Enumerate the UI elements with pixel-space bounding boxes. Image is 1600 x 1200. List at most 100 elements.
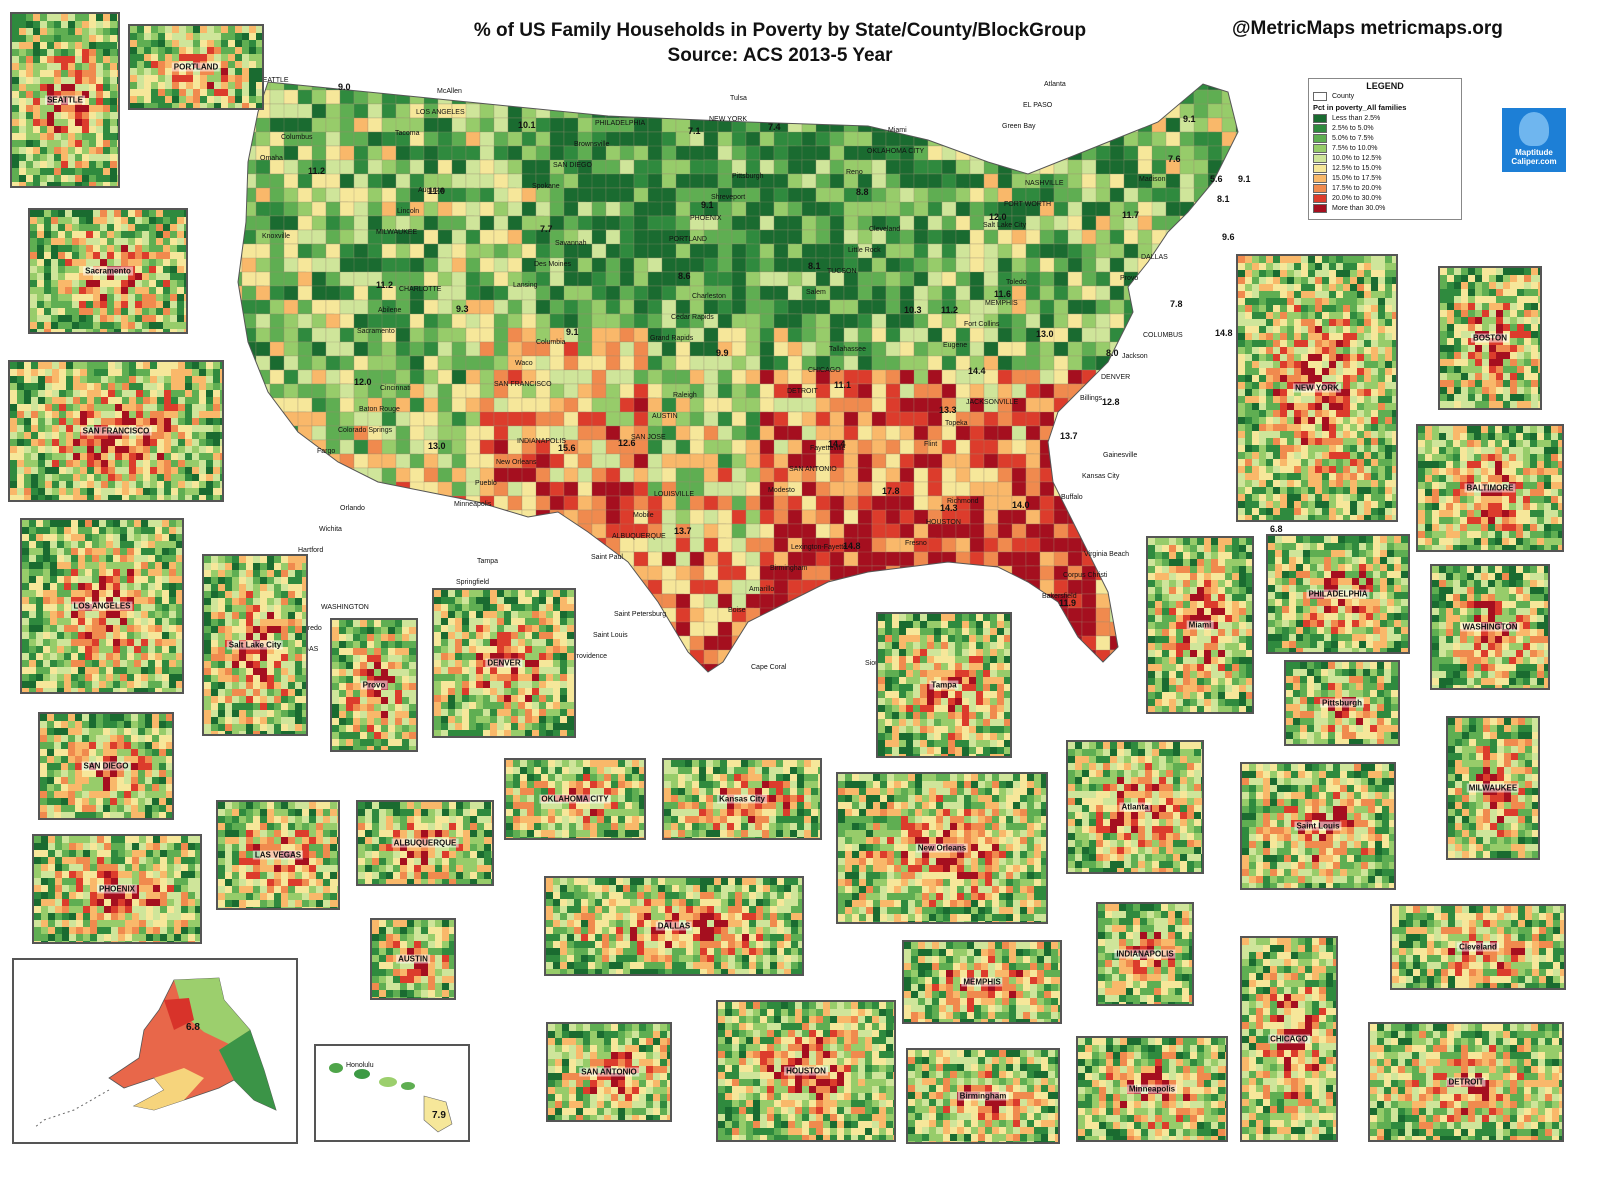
city-label: TUCSON (827, 268, 857, 275)
city-label: DETROIT (787, 388, 818, 395)
metro-inset: Provo (330, 618, 418, 752)
inset-label: LOS ANGELES (71, 601, 133, 611)
state-poverty-value: 14.8 (843, 541, 861, 551)
state-poverty-value: 12.0 (354, 377, 372, 387)
state-poverty-value: 11.7 (1122, 210, 1139, 220)
inset-blockgroups (1440, 268, 1540, 408)
city-label: Reno (846, 169, 863, 176)
legend-swatch (1313, 163, 1327, 173)
city-label: Birmingham (770, 565, 808, 572)
state-poverty-value: 9.3 (456, 304, 469, 314)
city-label: Billings (1080, 395, 1103, 402)
city-label: Atlanta (1044, 81, 1066, 88)
state-poverty-value: 13.0 (1036, 329, 1054, 339)
legend-class-label: 15.0% to 17.5% (1332, 174, 1382, 182)
city-label: Omaha (260, 155, 283, 162)
state-poverty-value: 14.0 (1012, 500, 1030, 510)
city-label: Cincinnati (380, 385, 411, 392)
city-label: Sacramento (357, 328, 395, 335)
inset-blockgroups (332, 620, 416, 750)
inset-label: Tampa (929, 680, 959, 690)
metro-inset: MILWAUKEE (1446, 716, 1540, 860)
state-poverty-value: 7.8 (1170, 299, 1183, 309)
state-poverty-value: 10.3 (904, 305, 922, 315)
city-label: OKLAHOMA CITY (867, 148, 925, 155)
logo-line-2: Caliper.com (1511, 157, 1557, 166)
city-label: New Orleans (496, 459, 537, 466)
legend-class-row: 10.0% to 12.5% (1309, 153, 1461, 163)
legend-swatch (1313, 153, 1327, 163)
city-label: Amarillo (749, 586, 774, 593)
city-label: Saint Petersburg (614, 611, 666, 618)
city-label: PHOENIX (690, 215, 722, 222)
city-label: Shreveport (711, 194, 745, 201)
legend-swatch (1313, 143, 1327, 153)
inset-blockgroups (1392, 906, 1564, 988)
city-label: Lexington-Fayette (791, 544, 847, 551)
metro-inset: Cleveland (1390, 904, 1566, 990)
city-label: Savannah (555, 240, 587, 247)
inset-label: Pittsburgh (1320, 698, 1364, 708)
inset-blockgroups (1286, 662, 1398, 744)
inset-blockgroups (838, 774, 1046, 922)
inset-label: LAS VEGAS (252, 850, 304, 860)
city-label: Knoxville (262, 233, 290, 240)
map-title: % of US Family Households in Poverty by … (400, 18, 1160, 68)
city-label: LOS ANGELES (416, 109, 465, 116)
city-label: Bakersfield (1042, 593, 1077, 600)
state-poverty-value: 11.2 (941, 305, 958, 315)
city-label: Augusta (418, 187, 444, 194)
city-label: Abilene (378, 307, 401, 314)
city-label: Corpus Christi (1063, 572, 1108, 579)
legend-class-label: More than 30.0% (1332, 204, 1386, 212)
inset-label: Atlanta (1119, 802, 1151, 812)
hawaii-value: 7.9 (432, 1110, 446, 1121)
city-label: ALBUQUERQUE (612, 533, 666, 540)
legend-swatch (1313, 173, 1327, 183)
metro-inset: SAN DIEGO (38, 712, 174, 820)
inset-label: AUSTIN (396, 954, 430, 964)
city-label: Waco (515, 360, 533, 367)
city-label: Pueblo (475, 480, 497, 487)
legend-title: LEGEND (1366, 81, 1404, 91)
state-poverty-value: 14.4 (828, 439, 846, 449)
inset-label: Provo (360, 680, 388, 690)
city-label: Tulsa (730, 95, 747, 102)
hawaii-city: Honolulu (346, 1062, 374, 1069)
city-label: Saint Louis (593, 632, 628, 639)
alaska-value: 6.8 (186, 1022, 200, 1033)
city-label: McAllen (437, 88, 462, 95)
inset-blockgroups (908, 1050, 1058, 1142)
city-label: Fargo (317, 448, 335, 455)
city-label: Raleigh (673, 392, 697, 399)
city-label: Madison (1139, 176, 1166, 183)
legend-classes: Less than 2.5% 2.5% to 5.0% 5.0% to 7.5% 7.… (1309, 113, 1461, 213)
inset-label: Saint Louis (1294, 821, 1342, 831)
inset-label: HOUSTON (784, 1066, 828, 1076)
metro-inset: PHILADELPHIA (1266, 534, 1410, 654)
metro-inset: Saint Louis (1240, 762, 1396, 890)
metro-inset: CHICAGO (1240, 936, 1338, 1142)
state-poverty-value: 14.8 (1215, 328, 1233, 338)
inset-label: BOSTON (1470, 333, 1510, 343)
inset-blockgroups (30, 210, 186, 332)
legend-class-row: 20.0% to 30.0% (1309, 193, 1461, 203)
state-poverty-value: 8.8 (856, 187, 869, 197)
city-label: Miami (888, 127, 907, 134)
state-poverty-value: 9.1 (701, 200, 714, 210)
legend-class-row: 5.0% to 7.5% (1309, 133, 1461, 143)
city-label: Cape Coral (751, 664, 787, 671)
logo-head-icon (1519, 112, 1549, 146)
legend-swatch (1313, 203, 1327, 213)
metro-inset: Minneapolis (1076, 1036, 1228, 1142)
city-label: DALLAS (1141, 254, 1168, 261)
legend-class-row: 15.0% to 17.5% (1309, 173, 1461, 183)
inset-label: SEATTLE (45, 95, 85, 105)
metro-inset: Miami (1146, 536, 1254, 714)
inset-label: DENVER (485, 658, 523, 668)
state-poverty-value: 14.3 (940, 503, 958, 513)
city-label: Charleston (692, 293, 726, 300)
legend-swatch (1313, 133, 1327, 143)
inset-label: CHICAGO (1268, 1034, 1310, 1044)
maptitude-logo: Maptitude Caliper.com (1502, 108, 1566, 172)
